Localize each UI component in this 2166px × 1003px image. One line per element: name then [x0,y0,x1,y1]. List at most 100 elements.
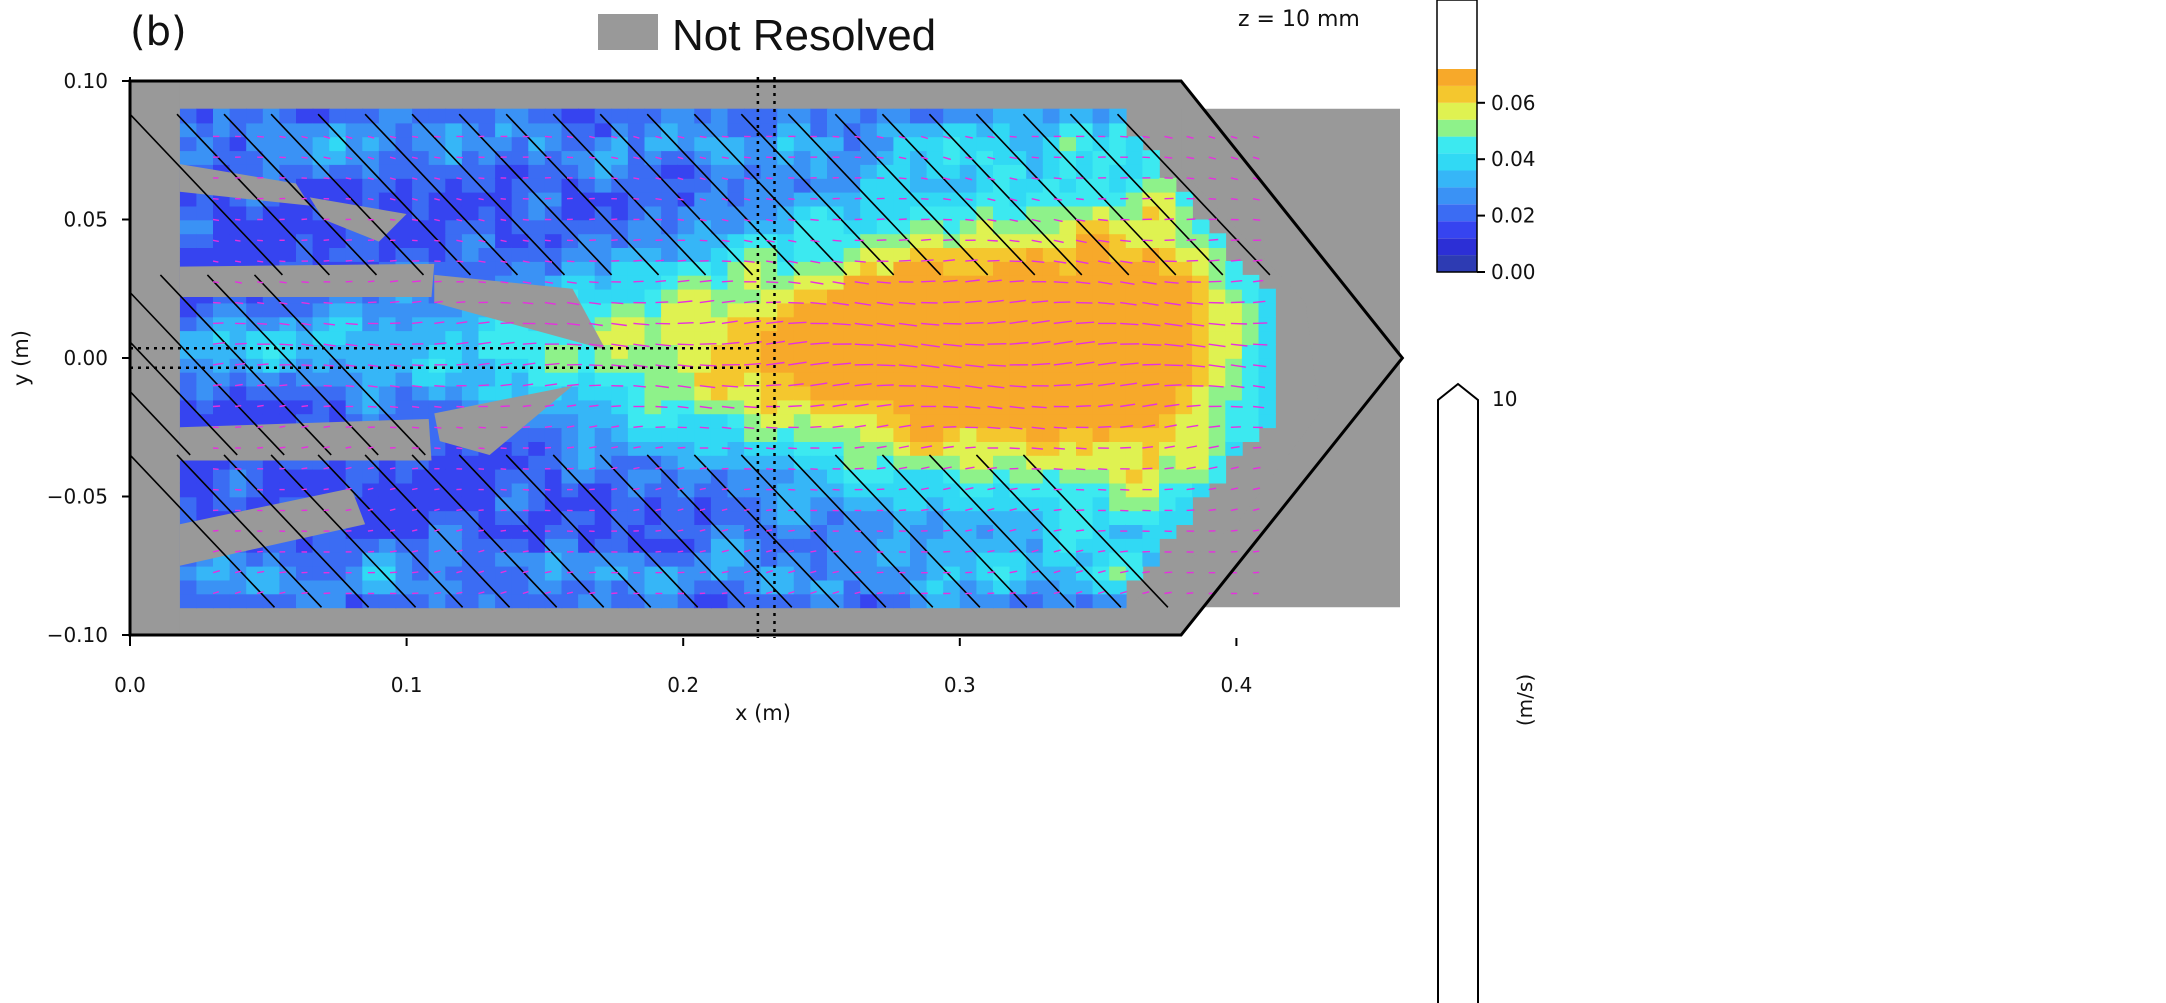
contour-cell [578,454,596,470]
contour-cell [1109,413,1127,429]
contour-cell [777,385,795,401]
contour-cell [412,399,430,415]
contour-cell [1208,427,1227,442]
contour-cell [528,538,546,553]
contour-cell [428,108,447,124]
hatch-line [787,113,942,276]
velocity-vector [234,260,242,263]
velocity-vector [257,570,265,574]
contour-cell [1009,164,1027,179]
contour-cell [793,191,812,207]
not-resolved-region [179,488,366,566]
contour-cell [810,219,828,235]
velocity-vector [1075,218,1086,222]
hatch-line [1069,113,1224,276]
contour-cell [644,302,662,318]
velocity-vector [921,508,929,512]
contour-cell [594,399,613,415]
contour-cell [710,565,729,581]
contour-cell [1026,177,1044,193]
contour-cell [1042,177,1061,193]
contour-cell [810,205,828,221]
velocity-vector [279,384,288,387]
contour-cell [478,330,496,345]
contour-cell [1109,150,1127,165]
velocity-vector [323,592,331,595]
contour-cell [1192,219,1210,235]
contour-cell [246,413,264,429]
contour-cell [810,413,828,429]
contour-cell [1159,288,1177,304]
contour-cell [428,579,447,595]
velocity-vector [1208,445,1219,449]
contour-cell [511,482,530,498]
velocity-vector [212,405,221,408]
contour-cell [727,510,745,525]
contour-cell [179,579,198,595]
velocity-vector [1186,445,1198,449]
colorbar-tick-label: 0.04 [1491,147,1536,171]
contour-cell [296,579,314,595]
contour-cell [644,136,662,152]
velocity-vector [257,135,264,138]
velocity-vector [434,426,442,429]
velocity-vector [898,218,907,221]
contour-cell [279,482,297,498]
contour-cell [1026,524,1044,539]
contour-cell [279,399,297,415]
contour-cell [661,413,679,429]
contour-cell [378,344,397,359]
velocity-vector [279,343,293,346]
velocity-vector [301,364,312,367]
velocity-vector [920,445,933,449]
contour-cell [1092,593,1110,609]
contour-cell [362,524,380,539]
contour-cell [445,122,463,138]
velocity-vector [810,281,824,285]
contour-cell [860,261,878,276]
contour-cell [1076,385,1094,401]
contour-cell [843,413,861,429]
contour-cell [827,565,845,581]
velocity-vector [389,467,396,470]
velocity-vector [301,281,309,284]
contour-cell [378,579,397,595]
contour-cell [777,191,795,207]
contour-cell [1109,441,1127,456]
velocity-vector [876,445,887,449]
contour-cell [312,136,330,152]
contour-cell [1042,496,1061,512]
velocity-vector [1031,591,1038,595]
velocity-vector [1053,301,1071,304]
velocity-vector [544,591,551,595]
contour-cell [710,538,729,553]
contour-cell [876,427,895,442]
velocity-vector [500,260,508,263]
contour-cell [1076,524,1094,539]
contour-cell [279,371,297,387]
contour-cell [876,482,895,498]
velocity-vector [411,177,418,180]
contour-cell [578,385,596,401]
contour-cell [246,344,264,359]
contour-cell [1009,579,1027,595]
contour-cell [1092,399,1110,415]
velocity-vector [478,426,486,429]
contour-cell [727,191,745,207]
contour-cell [1109,274,1127,290]
velocity-vector [434,198,440,201]
contour-cell [262,551,281,567]
velocity-vector [876,343,896,348]
velocity-vector [389,218,396,221]
velocity-vector [677,156,684,160]
contour-cell [544,219,563,235]
contour-cell [478,219,496,235]
velocity-vector [500,322,514,325]
contour-cell [1042,371,1061,387]
contour-cell [362,108,380,124]
velocity-vector [1098,404,1114,408]
velocity-vector [721,156,729,159]
velocity-vector [522,426,531,428]
contour-cell [196,399,214,415]
contour-cell [710,358,729,373]
